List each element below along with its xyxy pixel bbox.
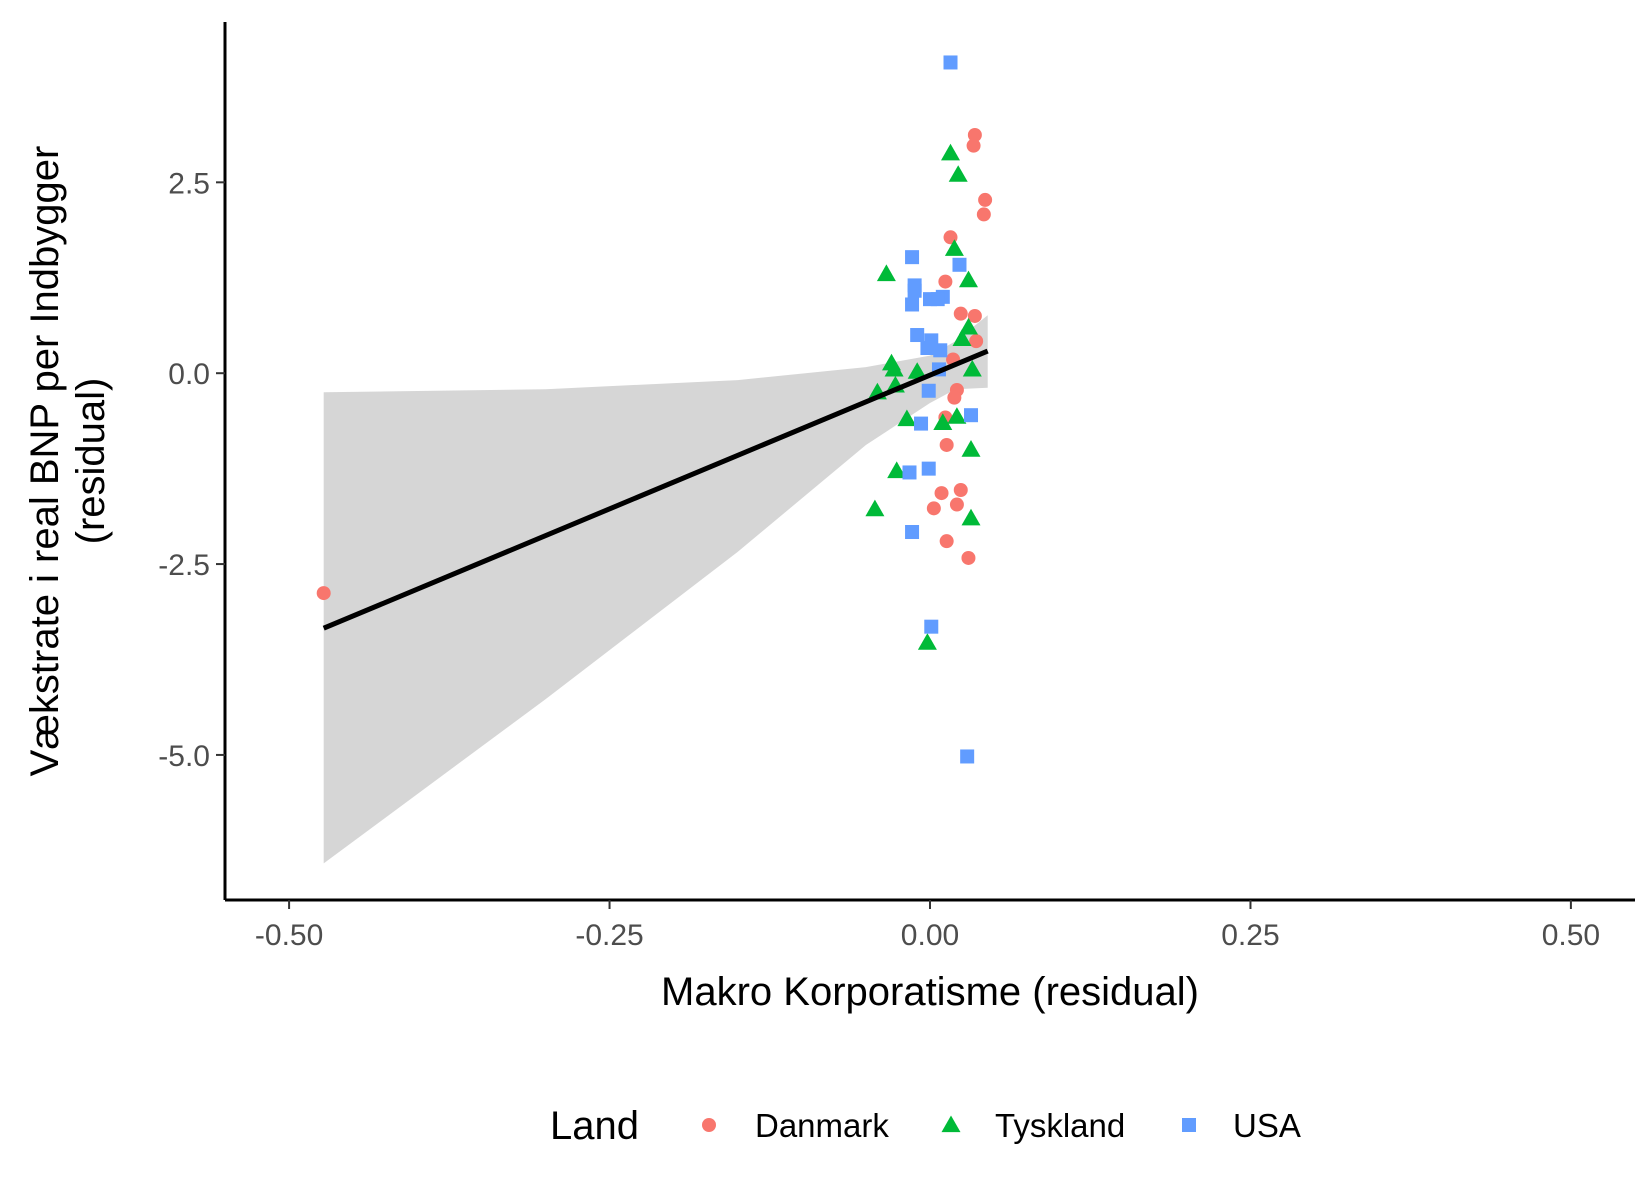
data-point-tyskland bbox=[962, 359, 982, 377]
data-point-danmark bbox=[939, 437, 954, 452]
data-point-tyskland bbox=[907, 362, 927, 379]
data-point-tyskland bbox=[961, 508, 981, 526]
data-point-tyskland bbox=[933, 413, 953, 430]
x-tick-label: -0.25 bbox=[575, 919, 643, 952]
axes: -0.50 -0.25 0.00 0.25 0.50 -5.0 -2.5 0.0 2.5 Makr… bbox=[23, 22, 1635, 1014]
data-point-tyskland bbox=[887, 461, 907, 479]
legend-label-tyskland: Tyskland bbox=[995, 1107, 1125, 1144]
data-point-usa bbox=[914, 416, 929, 431]
data-point-usa bbox=[905, 250, 920, 265]
data-point-danmark bbox=[949, 497, 964, 512]
x-tick-label: 0.50 bbox=[1542, 919, 1600, 952]
confidence-ribbon bbox=[323, 315, 988, 864]
data-point-danmark bbox=[969, 334, 984, 349]
data-point-danmark bbox=[947, 390, 962, 405]
data-point-tyskland bbox=[876, 264, 896, 282]
y-axis-title: Vækstrate i real BNP per Indbygger bbox=[23, 146, 67, 777]
data-point-usa bbox=[952, 257, 967, 272]
data-point-danmark bbox=[939, 534, 954, 549]
data-point-tyskland bbox=[944, 239, 964, 256]
legend-label-usa: USA bbox=[1233, 1107, 1301, 1144]
data-point-tyskland bbox=[948, 165, 968, 182]
legend: Land Danmark Tyskland USA bbox=[550, 1104, 1301, 1148]
data-point-usa bbox=[924, 619, 939, 634]
data-point-danmark bbox=[934, 486, 949, 501]
data-point-usa bbox=[930, 292, 945, 307]
x-tick-label: 0.00 bbox=[901, 919, 959, 952]
data-point-danmark bbox=[953, 483, 968, 498]
legend-key-tyskland bbox=[941, 1115, 961, 1133]
data-point-tyskland bbox=[959, 270, 978, 288]
data-point-danmark bbox=[967, 127, 982, 142]
data-point-tyskland bbox=[897, 409, 917, 427]
legend-label-danmark: Danmark bbox=[755, 1107, 889, 1144]
data-point-usa bbox=[964, 408, 979, 423]
y-tick-label: 2.5 bbox=[168, 167, 210, 200]
data-point-danmark bbox=[967, 308, 982, 323]
data-point-danmark bbox=[976, 207, 991, 222]
data-point-danmark bbox=[966, 138, 981, 153]
data-point-danmark bbox=[926, 501, 941, 516]
data-point-usa bbox=[921, 461, 936, 476]
y-tick-label: -2.5 bbox=[158, 549, 210, 582]
data-point-usa bbox=[921, 383, 936, 398]
data-point-usa bbox=[920, 341, 935, 356]
data-point-usa bbox=[943, 55, 958, 70]
data-point-danmark bbox=[316, 586, 331, 601]
data-point-usa bbox=[905, 525, 920, 540]
data-point-tyskland bbox=[884, 359, 904, 377]
data-point-tyskland bbox=[947, 407, 967, 424]
x-tick-label: 0.25 bbox=[1221, 919, 1279, 952]
data-point-tyskland bbox=[865, 499, 885, 517]
regression-line bbox=[322, 348, 989, 631]
legend-key-danmark bbox=[702, 1118, 716, 1132]
data-point-tyskland bbox=[952, 329, 972, 346]
y-tick-label: -5.0 bbox=[158, 740, 210, 773]
data-point-usa bbox=[902, 465, 917, 480]
data-point-danmark bbox=[953, 306, 968, 321]
data-point-danmark bbox=[961, 550, 976, 565]
x-tick-label: -0.50 bbox=[255, 919, 323, 952]
legend-key-usa bbox=[1182, 1118, 1196, 1132]
data-point-usa bbox=[933, 343, 948, 358]
y-axis-title-line2: (residual) bbox=[69, 378, 113, 545]
data-point-usa bbox=[907, 283, 922, 298]
data-point-tyskland bbox=[959, 317, 978, 335]
data-point-tyskland bbox=[961, 440, 981, 457]
data-point-tyskland bbox=[941, 143, 960, 161]
data-point-usa bbox=[905, 297, 920, 312]
y-tick-label: 0.0 bbox=[168, 358, 210, 391]
data-point-usa bbox=[910, 328, 925, 343]
data-point-danmark bbox=[978, 192, 993, 207]
data-point-danmark bbox=[938, 274, 953, 289]
legend-title: Land bbox=[550, 1104, 639, 1148]
x-axis-title: Makro Korporatisme (residual) bbox=[661, 970, 1199, 1014]
data-point-usa bbox=[960, 749, 975, 764]
plot-area bbox=[316, 55, 993, 864]
data-point-tyskland bbox=[917, 633, 937, 650]
